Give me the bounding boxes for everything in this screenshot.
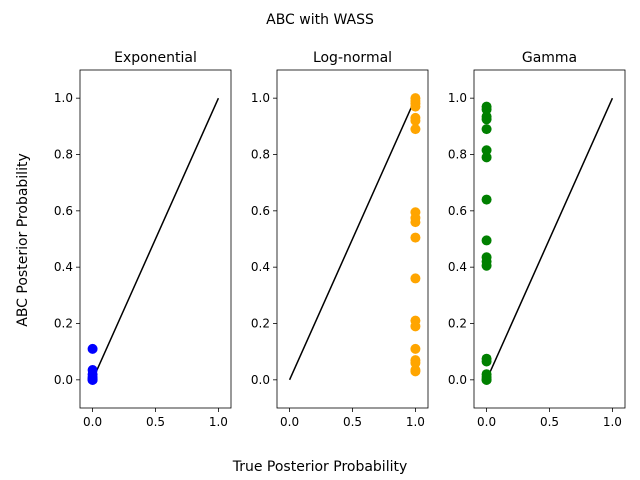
data-point <box>410 115 421 126</box>
figure-xlabel: True Posterior Probability <box>232 459 408 475</box>
y-tick-label: 1.0 <box>448 91 467 105</box>
data-point <box>481 152 492 163</box>
figure-ylabel: ABC Posterior Probability <box>15 153 31 327</box>
data-point <box>481 114 492 125</box>
data-point <box>87 374 98 385</box>
subplot-gamma: Gamma 0.0 0.2 0.4 0.6 0.8 1.0 0.0 0.5 1.0 <box>448 50 626 429</box>
y-tick-label: 0.8 <box>448 148 467 162</box>
data-point <box>87 343 98 354</box>
data-point <box>481 260 492 271</box>
data-point <box>410 366 421 377</box>
x-tick-label: 0.5 <box>540 415 559 429</box>
y-tick-label: 0.8 <box>251 148 270 162</box>
x-tick-label: 0.0 <box>280 415 299 429</box>
y-tick-label: 0.4 <box>54 260 73 274</box>
y-tick-label: 0.2 <box>54 317 73 331</box>
data-point <box>410 124 421 135</box>
y-tick-label: 0.6 <box>448 204 467 218</box>
data-point <box>481 145 492 156</box>
y-tick-label: 0.4 <box>448 260 467 274</box>
data-point <box>481 356 492 367</box>
x-tick-label: 0.5 <box>343 415 362 429</box>
y-tick-label: 0.0 <box>448 373 467 387</box>
data-point <box>481 104 492 115</box>
subplot-exponential: Exponential 0.0 0.2 0.4 0.6 0.8 1.0 0.0 0.5 1.0 <box>54 50 232 429</box>
x-tick-label: 1.0 <box>209 415 228 429</box>
subplot-title: Gamma <box>522 50 577 66</box>
y-tick-label: 1.0 <box>54 91 73 105</box>
x-tick-label: 0.5 <box>146 415 165 429</box>
subplot-title: Exponential <box>114 50 197 66</box>
figure-suptitle: ABC with WASS <box>266 12 374 28</box>
y-tick-label: 0.2 <box>251 317 270 331</box>
reference-line <box>485 97 614 381</box>
data-point <box>410 101 421 112</box>
y-tick-label: 0.0 <box>54 373 73 387</box>
data-point <box>410 232 421 243</box>
y-tick-label: 1.0 <box>251 91 270 105</box>
data-point <box>410 321 421 332</box>
x-tick-label: 0.0 <box>477 415 496 429</box>
y-tick-label: 0.6 <box>251 204 270 218</box>
subplot-log-normal: Log-normal 0.0 0.2 0.4 0.6 0.8 1.0 0.0 0.5 1.0 <box>251 50 429 429</box>
reference-line <box>288 97 417 381</box>
data-point <box>481 194 492 205</box>
subplot-title: Log-normal <box>313 50 392 66</box>
x-tick-label: 0.0 <box>83 415 102 429</box>
y-tick-label: 0.6 <box>54 204 73 218</box>
data-point <box>410 217 421 228</box>
axes-frame <box>79 69 232 409</box>
x-tick-label: 1.0 <box>406 415 425 429</box>
y-tick-label: 0.2 <box>448 317 467 331</box>
y-tick-label: 0.8 <box>54 148 73 162</box>
axes-frame <box>473 69 626 409</box>
data-point <box>481 124 492 135</box>
x-tick-label: 1.0 <box>603 415 622 429</box>
data-point <box>410 357 421 368</box>
y-tick-label: 0.4 <box>251 260 270 274</box>
data-point <box>410 273 421 284</box>
data-point <box>481 235 492 246</box>
reference-line <box>91 97 220 381</box>
data-point <box>410 343 421 354</box>
y-tick-label: 0.0 <box>251 373 270 387</box>
data-point <box>481 374 492 385</box>
axes-frame <box>276 69 429 409</box>
